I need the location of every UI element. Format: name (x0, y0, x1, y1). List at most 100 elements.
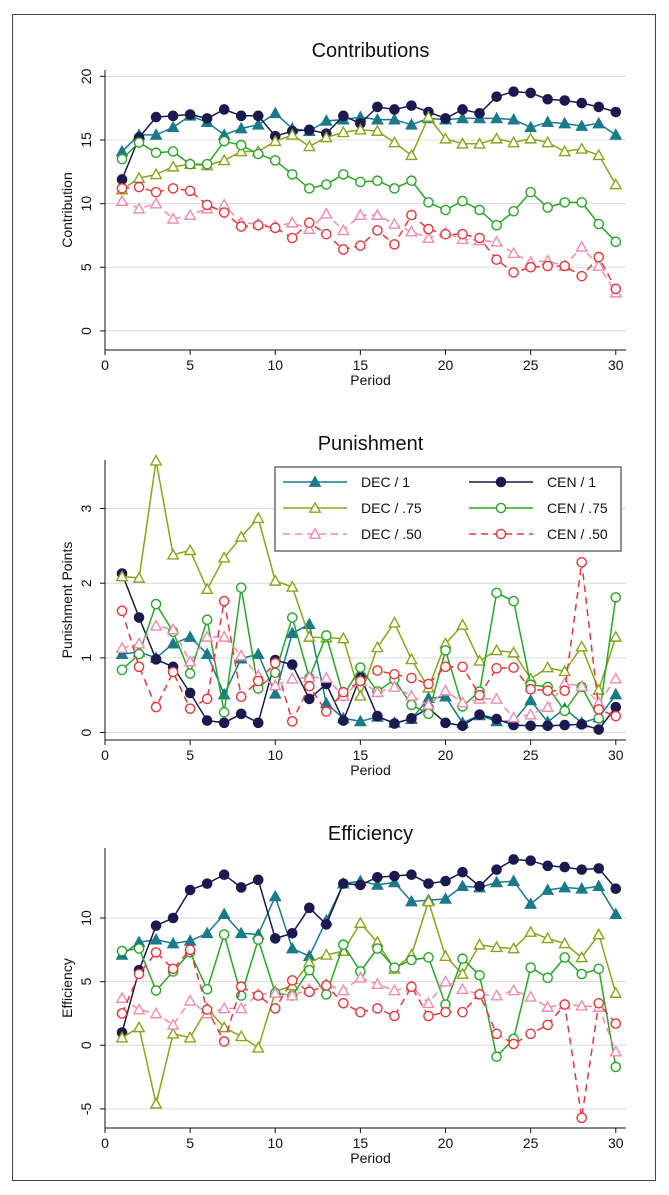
x-tick-label: 10 (267, 357, 283, 373)
data-point (422, 894, 435, 907)
data-point (558, 144, 572, 157)
x-tick-label: 0 (101, 747, 109, 763)
data-point (559, 95, 571, 106)
data-point (133, 137, 145, 148)
data-point (319, 130, 333, 143)
data-point (593, 713, 605, 724)
data-point (217, 1001, 231, 1014)
series-line (121, 90, 617, 180)
x-tick-label: 15 (353, 1135, 369, 1151)
data-point (423, 708, 434, 720)
data-point (269, 155, 281, 166)
data-point (321, 989, 332, 1000)
data-point (541, 135, 555, 148)
data-point (422, 698, 435, 710)
data-point (542, 260, 553, 272)
data-point (525, 186, 536, 198)
data-point (235, 981, 247, 993)
series-cen-50 (116, 556, 622, 727)
data-point (355, 675, 366, 687)
data-point (132, 637, 146, 649)
data-point (371, 640, 384, 653)
data-point (166, 160, 180, 172)
data-point (302, 139, 316, 152)
data-point (388, 875, 401, 888)
data-point (592, 927, 606, 940)
data-point (184, 158, 196, 170)
data-point (252, 110, 264, 122)
data-point (508, 662, 519, 673)
data-point (609, 128, 623, 140)
data-point (576, 719, 588, 730)
data-point (116, 605, 128, 617)
data-point (268, 106, 282, 119)
data-point (541, 115, 555, 128)
data-point (234, 144, 248, 157)
data-point (269, 657, 281, 669)
data-point (593, 251, 605, 263)
data-point (355, 240, 366, 251)
data-point (388, 680, 401, 692)
data-point (116, 945, 128, 957)
data-point (116, 664, 128, 676)
data-point (115, 194, 129, 206)
data-point (338, 939, 349, 951)
data-point (440, 228, 451, 240)
data-point (406, 209, 417, 221)
chart-title: Efficiency (328, 823, 413, 845)
data-point (610, 701, 622, 713)
x-tick-label: 15 (353, 357, 369, 373)
data-point (388, 112, 401, 125)
data-point (388, 217, 401, 229)
data-point (405, 224, 418, 237)
x-tick-label: 20 (438, 357, 454, 373)
data-point (576, 270, 588, 282)
data-point (609, 630, 623, 642)
data-point (524, 693, 538, 706)
data-point (184, 884, 196, 896)
data-point (372, 710, 383, 722)
data-point (389, 183, 400, 194)
data-point (150, 147, 162, 159)
data-point (286, 659, 298, 670)
x-tick-label: 25 (523, 357, 539, 373)
data-point (149, 128, 163, 140)
data-point (354, 714, 367, 727)
data-point (183, 208, 197, 220)
data-point (558, 880, 572, 893)
data-point (558, 664, 572, 677)
legend-swatch-marker (308, 527, 322, 539)
chart-panel-efficiency: Efficiency -5 0 5 10 0 5 10 15 20 25 30 Period Effici… (59, 823, 626, 1166)
data-point (592, 683, 606, 695)
y-tick-label: 1 (78, 654, 94, 662)
data-point (559, 705, 571, 717)
x-tick-label: 15 (353, 747, 369, 763)
data-point (610, 106, 622, 118)
data-point (609, 1044, 623, 1057)
data-point (336, 983, 350, 996)
y-tick-label: 5 (78, 263, 94, 271)
data-point (372, 225, 383, 236)
data-point (116, 153, 128, 165)
y-tick-label: 10 (78, 196, 94, 212)
data-point (319, 114, 333, 126)
data-point (372, 1003, 383, 1014)
data-point (507, 112, 521, 125)
data-point (268, 574, 282, 586)
data-point (575, 999, 589, 1011)
data-point (440, 717, 451, 729)
legend-swatch-marker (308, 475, 322, 487)
data-point (285, 626, 299, 639)
series-line (121, 112, 617, 153)
data-point (525, 261, 536, 273)
data-point (406, 981, 417, 993)
data-point (286, 975, 298, 986)
series-line (121, 140, 617, 243)
data-point (473, 137, 486, 149)
data-point (541, 660, 555, 673)
legend-label: CEN / .75 (547, 500, 608, 516)
data-point (201, 158, 213, 170)
data-point (508, 854, 519, 865)
